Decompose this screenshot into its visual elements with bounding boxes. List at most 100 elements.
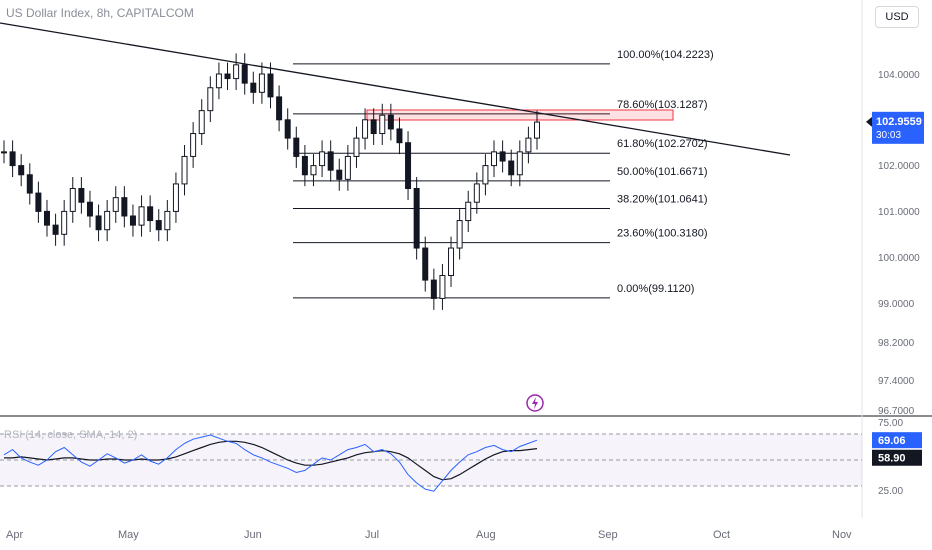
candle-body [69,188,76,212]
candle-body [233,64,240,80]
y-tick-label: 104.0000 [878,70,920,81]
candle-body [379,114,386,135]
rsi-line [3,434,538,492]
fib-level-label: 100.00%(104.2223) [617,49,714,61]
x-tick-label: Jul [365,529,379,541]
x-tick-label: Apr [6,529,23,541]
candle-body [129,215,136,226]
y-tick-label: 101.0000 [878,207,920,218]
candle-body [172,183,179,212]
currency-button[interactable]: USD [875,6,919,28]
resistance-zone [366,109,674,121]
x-tick-label: Sep [598,529,618,541]
candle-body [258,73,265,93]
candle-body [26,174,33,194]
candle-body [121,197,128,217]
x-tick-label: Oct [713,529,730,541]
rsi-y-tick-label: 75.00 [878,418,903,429]
rsi-title: RSI (14, close, SMA, 14, 2) [4,429,137,441]
candle-body [405,142,412,189]
y-tick-label: 97.4000 [878,376,915,387]
last-price-marker [866,116,872,127]
rsi-sma-line [4,440,538,481]
candle-body [439,275,446,299]
candle-body [78,188,85,203]
candle-body [344,155,351,180]
candle-body [112,197,119,212]
candle-body [104,210,111,231]
candle-body [215,73,222,89]
candle-body [310,165,317,176]
candle-body [147,206,154,222]
candle-body [61,210,68,235]
candle-body [198,110,205,135]
candle-body [1,151,7,154]
candle-body [508,160,515,176]
symbol-title: US Dollar Index, 8h, CAPITALCOM [6,6,194,20]
trendline [0,22,791,156]
candle-body [138,206,145,226]
sma-value-badge [872,449,922,466]
candle-body [52,224,59,235]
candle-body [491,151,498,167]
x-tick-label: Nov [832,529,852,541]
fib-level-label: 61.80%(102.2702) [617,138,708,150]
candle-body [35,192,42,212]
candle-body [396,128,403,144]
y-tick-label: 100.0000 [878,253,920,264]
candle-body [336,169,343,180]
candle-body [422,247,429,281]
candle-body [362,119,369,139]
rsi-value: 69.06 [878,435,906,447]
candle-body [387,114,394,130]
candle-body [86,201,93,217]
y-tick-label: 96.7000 [878,406,915,417]
sma-value: 58.90 [878,453,906,465]
rsi-value-badge [872,432,922,449]
flash-icon-glyph [532,397,538,409]
candle-body [448,247,455,277]
x-tick-label: Aug [476,529,496,541]
candle-body [465,201,472,222]
candle-body [534,121,540,139]
y-tick-label: 102.0000 [878,161,920,172]
candle-body [207,87,214,112]
candle-body [18,165,25,176]
y-tick-label: 98.2000 [878,338,915,349]
bar-countdown: 30:03 [876,130,901,141]
candle-body [267,73,274,98]
candle-body [413,188,420,249]
candle-body [473,183,480,203]
candle-body [224,73,231,80]
rsi-y-tick-label: 25.00 [878,486,903,497]
candle-body [430,279,437,299]
candle-body [370,119,377,135]
last-price-badge [872,111,924,144]
fib-level-label: 38.20%(101.0641) [617,193,708,205]
candle-body [327,151,334,171]
x-tick-label: May [118,529,139,541]
fib-level-label: 0.00%(99.1120) [617,283,694,295]
candle-body [499,151,506,162]
x-tick-label: Jun [244,529,262,541]
candle-body [43,210,50,226]
fib-level-label: 50.00%(101.6671) [617,166,708,178]
candle-body [353,137,360,157]
candle-body [482,165,489,185]
candle-body [241,64,248,84]
candle-body [9,151,16,167]
candle-body [319,151,326,167]
candle-body [293,137,300,157]
candle-body [190,133,197,157]
y-tick-label: 99.0000 [878,299,915,310]
candle-body [456,220,463,249]
candle-body [155,220,162,231]
candle-body [276,96,283,121]
fib-level-label: 23.60%(100.3180) [617,228,708,240]
candle-body [525,137,532,153]
candle-body [250,82,257,93]
candle-body [516,151,523,176]
candle-body [284,119,291,139]
fib-level-label: 78.60%(103.1287) [617,99,708,111]
